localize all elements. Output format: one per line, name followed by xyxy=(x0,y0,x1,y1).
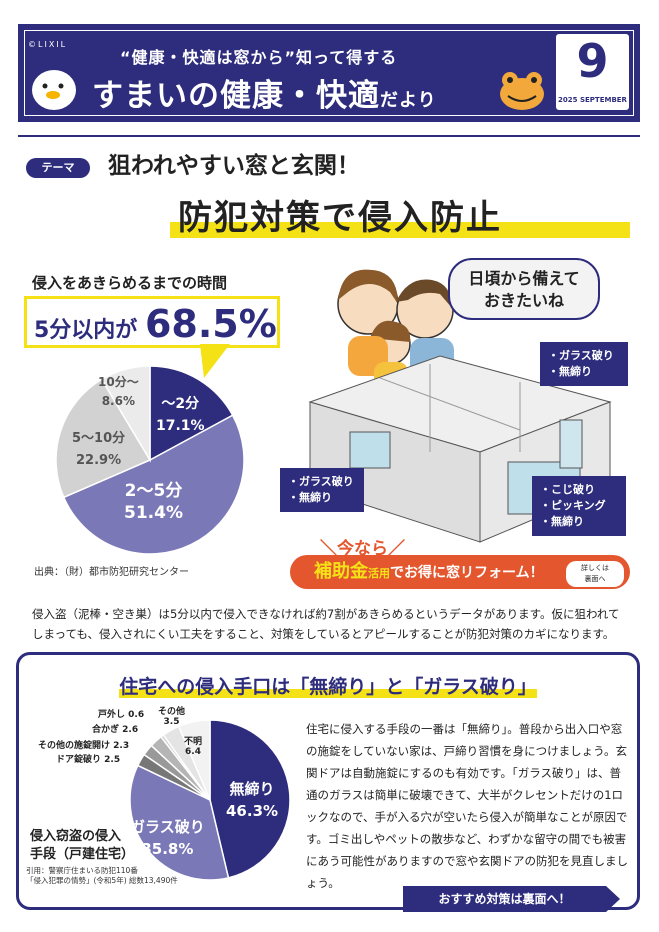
citation: 引用：警察庁住まいる防犯110番 「侵入犯罪の情勢」(令和5年) 総数13,490… xyxy=(26,866,178,885)
pie-label-glass-break: ガラス破り 35.8% xyxy=(130,818,205,858)
theme-badge: テーマ xyxy=(26,158,90,178)
pie-label-under-2min: ～2分 17.1% xyxy=(156,396,205,434)
pie-slice-0 xyxy=(149,365,234,462)
issue-month: 9 xyxy=(576,34,609,88)
see-back-page-button[interactable]: おすすめ対策は裏面へ！ xyxy=(403,886,606,912)
arrow-right-icon xyxy=(606,886,620,912)
theme-main-title: 防犯対策で侵入防止 xyxy=(178,198,502,238)
brand-logo: ©LIXIL xyxy=(28,40,68,49)
highlight-box xyxy=(24,296,280,348)
method-pie-chart xyxy=(129,719,291,881)
section-title: 住宅への侵入手口は「無締り」と「ガラス破り」 xyxy=(119,676,537,698)
pie-label-unknown: 不明 6.4 xyxy=(184,737,203,757)
pie-slice-3 xyxy=(100,365,151,463)
intro-paragraph: 侵入盗（泥棒・空き巣）は5分以内で侵入できなければ約7割があきらめるというデータ… xyxy=(32,607,620,641)
issue-date: 2025 SEPTEMBER xyxy=(558,96,627,104)
month-box xyxy=(556,34,629,110)
pie-label-over-10min: 10分～ 8.6% xyxy=(98,375,139,408)
callout-balcony-window: ・ガラス破り ・無締り xyxy=(540,342,628,386)
source-note: 出典：（財）都市防犯研究センター xyxy=(34,567,189,578)
header-subtitle: “健康・快適は窓から”知って得する xyxy=(120,48,398,67)
callout-living-window: ・ガラス破り ・無締り xyxy=(280,468,364,512)
method-chart-title: 侵入窃盗の侵入 手段（戸建住宅） xyxy=(30,829,135,862)
method-paragraph: 住宅に侵入する手段の一番は「無締り」。普段から出入口や窓の施錠をしていない家は、… xyxy=(306,722,628,890)
pie-label-door-removal: 戸外し 0.6 xyxy=(98,710,145,720)
headline-highlight xyxy=(170,222,630,238)
divider xyxy=(18,135,640,137)
pie-slice-0 xyxy=(209,719,291,879)
time-pie-chart xyxy=(55,365,245,555)
callout-front-door: ・こじ破り ・ピッキング ・無締り xyxy=(532,476,626,536)
frog-mascot-icon xyxy=(500,72,544,110)
pie-label-other-unlock: その他の施錠開け 2.3 xyxy=(38,741,130,751)
pie-label-5-10min: 5～10分 22.9% xyxy=(72,431,126,468)
pie-slice-2 xyxy=(55,378,152,499)
speech-bubble: 日頃から備えて おきたいね xyxy=(448,258,600,320)
pie-label-other: その他 3.5 xyxy=(158,707,186,727)
house-family-illustration xyxy=(308,269,612,543)
time-chart-title: 侵入をあきらめるまでの時間 xyxy=(32,274,228,292)
newsletter-title: すまいの健康・快適だより xyxy=(92,78,437,114)
pie-label-unlocked: 無締り 46.3% xyxy=(226,780,279,820)
subsidy-now-label: ＼今なら／ xyxy=(320,539,405,559)
duck-mascot-icon xyxy=(32,70,76,110)
pie-slice-1 xyxy=(62,414,245,555)
pie-slice-1 xyxy=(129,764,230,881)
pie-label-door-lock-break: ドア錠破り 2.5 xyxy=(56,755,121,765)
pie-slice-7 xyxy=(177,719,211,801)
highlight-pointer xyxy=(200,344,230,378)
pie-label-2-5min: 2～5分 51.4% xyxy=(124,481,183,523)
subsidy-detail-link[interactable]: 詳しくは 裏面へ xyxy=(566,561,624,587)
pie-label-duplicate-key: 合かぎ 2.6 xyxy=(92,725,139,735)
theme-headline: 狙われやすい窓と玄関！ xyxy=(108,153,360,179)
highlight-stat: 5分以内が 68.5% xyxy=(34,302,277,346)
